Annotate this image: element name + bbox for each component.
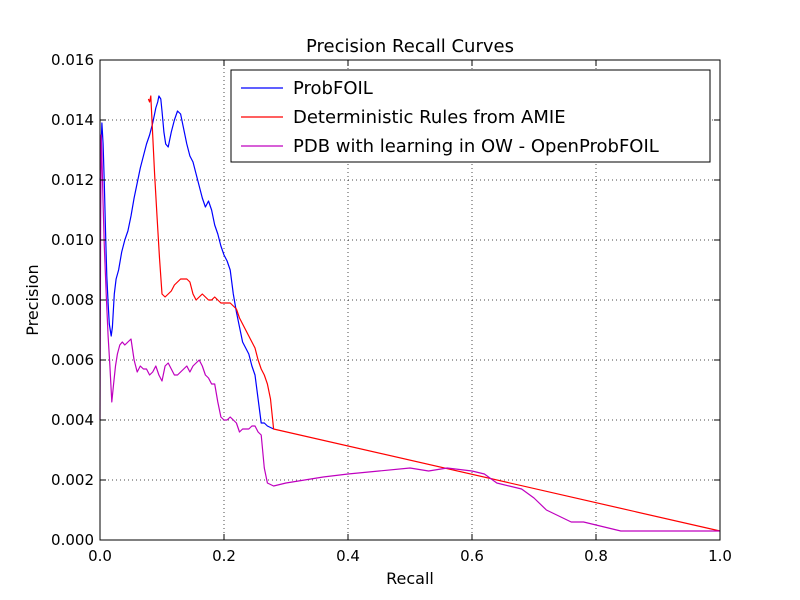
legend: ProbFOIL Deterministic Rules from AMIE PDB…	[230, 69, 711, 163]
y-tick-label: 0.010	[51, 231, 94, 249]
legend-label: Deterministic Rules from AMIE	[293, 107, 566, 128]
y-tick-label: 0.014	[51, 111, 94, 129]
y-tick-label: 0.006	[51, 351, 94, 369]
legend-label: ProbFOIL	[293, 78, 373, 99]
axis-ticks: 0.0 0.2 0.4 0.6 0.8 1.0 0.000 0.002 0.004 0.006 0.…	[51, 51, 732, 565]
y-axis-label: Precision	[23, 264, 42, 335]
x-tick-label: 0.2	[212, 547, 236, 565]
x-axis-label: Recall	[386, 569, 434, 588]
y-tick-label: 0.008	[51, 291, 94, 309]
y-tick-label: 0.012	[51, 171, 94, 189]
y-tick-label: 0.002	[51, 471, 94, 489]
series-line-0	[99, 95, 274, 430]
y-tick-label: 0.016	[51, 51, 94, 69]
x-tick-label: 0.6	[460, 547, 484, 565]
x-tick-label: 0.0	[88, 547, 112, 565]
series-line-2	[99, 134, 720, 532]
legend-box	[230, 69, 711, 163]
y-tick-label: 0.004	[51, 411, 94, 429]
x-tick-label: 1.0	[708, 547, 732, 565]
series-lines	[99, 95, 721, 532]
y-tick-label: 0.000	[51, 531, 94, 549]
x-tick-label: 0.8	[584, 547, 608, 565]
legend-label: PDB with learning in OW - OpenProbFOIL	[293, 136, 659, 157]
chart-title: Precision Recall Curves	[306, 36, 514, 57]
series-line-1	[147, 95, 721, 532]
x-tick-label: 0.4	[336, 547, 360, 565]
